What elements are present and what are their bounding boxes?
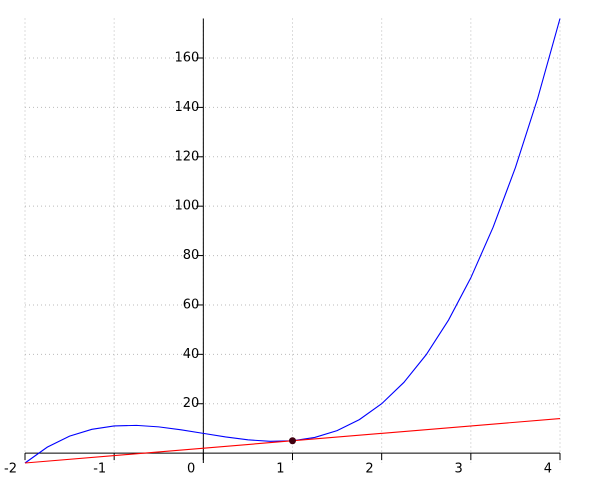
x-tick-label: 2 — [365, 462, 373, 477]
y-tick-label: 100 — [175, 199, 200, 214]
curve — [24, 18, 561, 464]
y-tick-label: 140 — [175, 100, 200, 115]
x-tick-label: 0 — [187, 462, 195, 477]
x-tick-label: 3 — [455, 462, 463, 477]
x-tick-label: 4 — [544, 462, 552, 477]
y-tick-label: 80 — [183, 248, 200, 263]
point — [289, 437, 296, 445]
y-tick-label: 40 — [183, 347, 200, 362]
y-tick-label: 20 — [183, 396, 200, 411]
y-tick-label: 160 — [175, 51, 200, 66]
x-tick-label: 1 — [276, 462, 284, 477]
x-tick-label: -1 — [93, 462, 106, 477]
y-tick-label: 60 — [183, 297, 200, 312]
y-tick-label: 120 — [175, 149, 200, 164]
x-tick-label: -2 — [4, 462, 17, 477]
